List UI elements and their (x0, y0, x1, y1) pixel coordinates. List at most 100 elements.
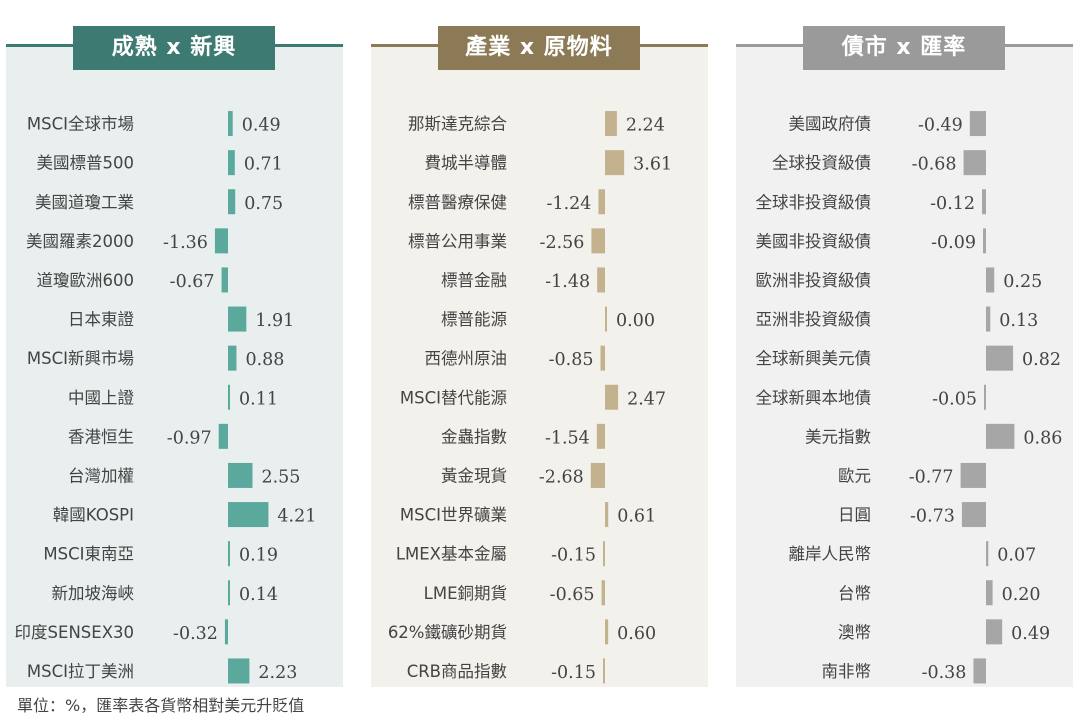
bar (961, 502, 986, 528)
category-label: 南非幣 (822, 662, 872, 681)
category-label: 亞洲非投資級債 (756, 310, 872, 329)
bar (228, 345, 237, 371)
value-label: -0.12 (930, 194, 975, 214)
category-label: 中國上證 (68, 388, 135, 407)
bar (605, 111, 617, 137)
bar (228, 658, 250, 684)
category-label: 美國標普500 (37, 154, 135, 173)
category-label: 日本東證 (68, 310, 135, 329)
value-label: -0.09 (931, 233, 976, 253)
value-label: -0.97 (167, 428, 212, 448)
footnote: 單位：%，匯率表各貨幣相對美元升貶值 (17, 696, 305, 715)
bar (224, 619, 228, 645)
category-label: 美國政府債 (789, 115, 872, 134)
value-label: -0.05 (932, 389, 977, 409)
bar (228, 189, 236, 215)
bar (221, 267, 228, 293)
bar (605, 150, 625, 176)
bar (963, 150, 986, 176)
panel-industry-commodity: 產業 x 原物料 那斯達克綜合 2.24 費城半導體 3.61 標普醫療保健 -1.24 標… (371, 26, 708, 687)
value-label: -0.85 (549, 350, 594, 370)
category-label: 全球新興美元債 (756, 349, 872, 368)
bar (986, 580, 993, 606)
chart-area: 那斯達克綜合 2.24 費城半導體 3.61 標普醫療保健 -1.24 標普公用事業 -2.5… (371, 96, 708, 684)
bar (603, 541, 605, 567)
value-label: 3.61 (633, 155, 672, 175)
bar (218, 423, 228, 449)
category-label: 美國非投資級債 (756, 232, 872, 251)
value-label: -0.73 (910, 507, 955, 527)
bar (982, 189, 986, 215)
panel-title: 債市 x 匯率 (803, 26, 1005, 70)
value-label: -1.48 (545, 272, 590, 292)
value-label: 2.24 (626, 116, 665, 136)
bar-chart: 美國政府債 -0.49 全球投資級債 -0.68 全球非投資級債 -0.12 美國非投資級債… (756, 111, 1062, 684)
panel-bond-fx: 債市 x 匯率 美國政府債 -0.49 全球投資級債 -0.68 全球非投資級債 -0.1… (736, 26, 1073, 687)
bar (591, 228, 605, 254)
bar (983, 228, 986, 254)
value-label: 0.71 (244, 155, 283, 175)
bar (603, 658, 605, 684)
category-label: 美元指數 (805, 427, 871, 446)
bar (228, 502, 269, 528)
bar (601, 580, 605, 606)
panel-mature-emerging: 成熟 x 新興 MSCI全球市場 0.49 美國標普500 0.71 美國道瓊工業 0.7… (6, 26, 343, 687)
bar (228, 150, 235, 176)
category-label: 印度SENSEX30 (15, 623, 134, 642)
value-label: 0.49 (242, 116, 281, 136)
value-label: 4.21 (277, 507, 316, 527)
value-label: -2.68 (539, 467, 584, 487)
value-label: 0.25 (1003, 272, 1042, 292)
value-label: 0.49 (1011, 624, 1050, 644)
category-label: 黃金現貨 (441, 466, 507, 485)
category-label: 全球投資級債 (772, 154, 871, 173)
value-label: 0.19 (239, 546, 278, 566)
bar-chart: 那斯達克綜合 2.24 費城半導體 3.61 標普醫療保健 -1.24 標普公用事業 -2.5… (388, 111, 672, 684)
bar (597, 267, 605, 293)
bar (986, 541, 989, 567)
bar (605, 384, 619, 410)
value-label: 2.23 (258, 663, 297, 683)
category-label: 美國道瓊工業 (35, 193, 134, 212)
category-label: 香港恒生 (68, 427, 134, 446)
value-label: 2.55 (261, 467, 300, 487)
category-label: 美國羅素2000 (26, 232, 134, 251)
bar (986, 423, 1015, 449)
category-label: 標普能源 (441, 310, 507, 329)
value-label: 0.00 (616, 311, 655, 331)
category-label: MSCI新興市場 (27, 349, 134, 368)
value-label: -0.49 (918, 116, 963, 136)
value-label: 0.20 (1002, 585, 1041, 605)
category-label: MSCI拉丁美洲 (27, 662, 134, 681)
value-label: 0.86 (1023, 428, 1062, 448)
category-label: 離岸人民幣 (789, 545, 872, 564)
category-label: LME銅期貨 (424, 584, 507, 603)
bar (605, 502, 609, 528)
category-label: MSCI全球市場 (27, 115, 134, 134)
category-label: 新加坡海峽 (52, 584, 135, 603)
bar (598, 189, 605, 215)
category-label: LMEX基本金屬 (396, 545, 507, 564)
category-label: MSCI東南亞 (43, 545, 134, 564)
category-label: 那斯達克綜合 (408, 115, 507, 134)
category-label: 標普公用事業 (408, 232, 507, 251)
value-label: 0.07 (997, 546, 1036, 566)
value-label: -0.38 (922, 663, 967, 683)
category-label: 標普醫療保健 (408, 193, 507, 212)
value-label: -0.15 (551, 663, 596, 683)
bar (228, 580, 230, 606)
category-label: 台幣 (838, 584, 871, 603)
value-label: 2.47 (627, 389, 666, 409)
category-label: 西德州原油 (425, 349, 508, 368)
value-label: -0.32 (173, 624, 218, 644)
category-label: MSCI世界礦業 (400, 506, 507, 525)
value-label: -1.24 (547, 194, 592, 214)
category-label: 全球非投資級債 (756, 193, 872, 212)
bar (605, 306, 607, 332)
chart-area: MSCI全球市場 0.49 美國標普500 0.71 美國道瓊工業 0.75 美國羅素200… (6, 96, 343, 684)
value-label: 0.61 (617, 507, 656, 527)
value-label: -0.77 (909, 467, 954, 487)
value-label: -0.65 (550, 585, 595, 605)
bar (596, 423, 605, 449)
value-label: 0.14 (239, 585, 278, 605)
